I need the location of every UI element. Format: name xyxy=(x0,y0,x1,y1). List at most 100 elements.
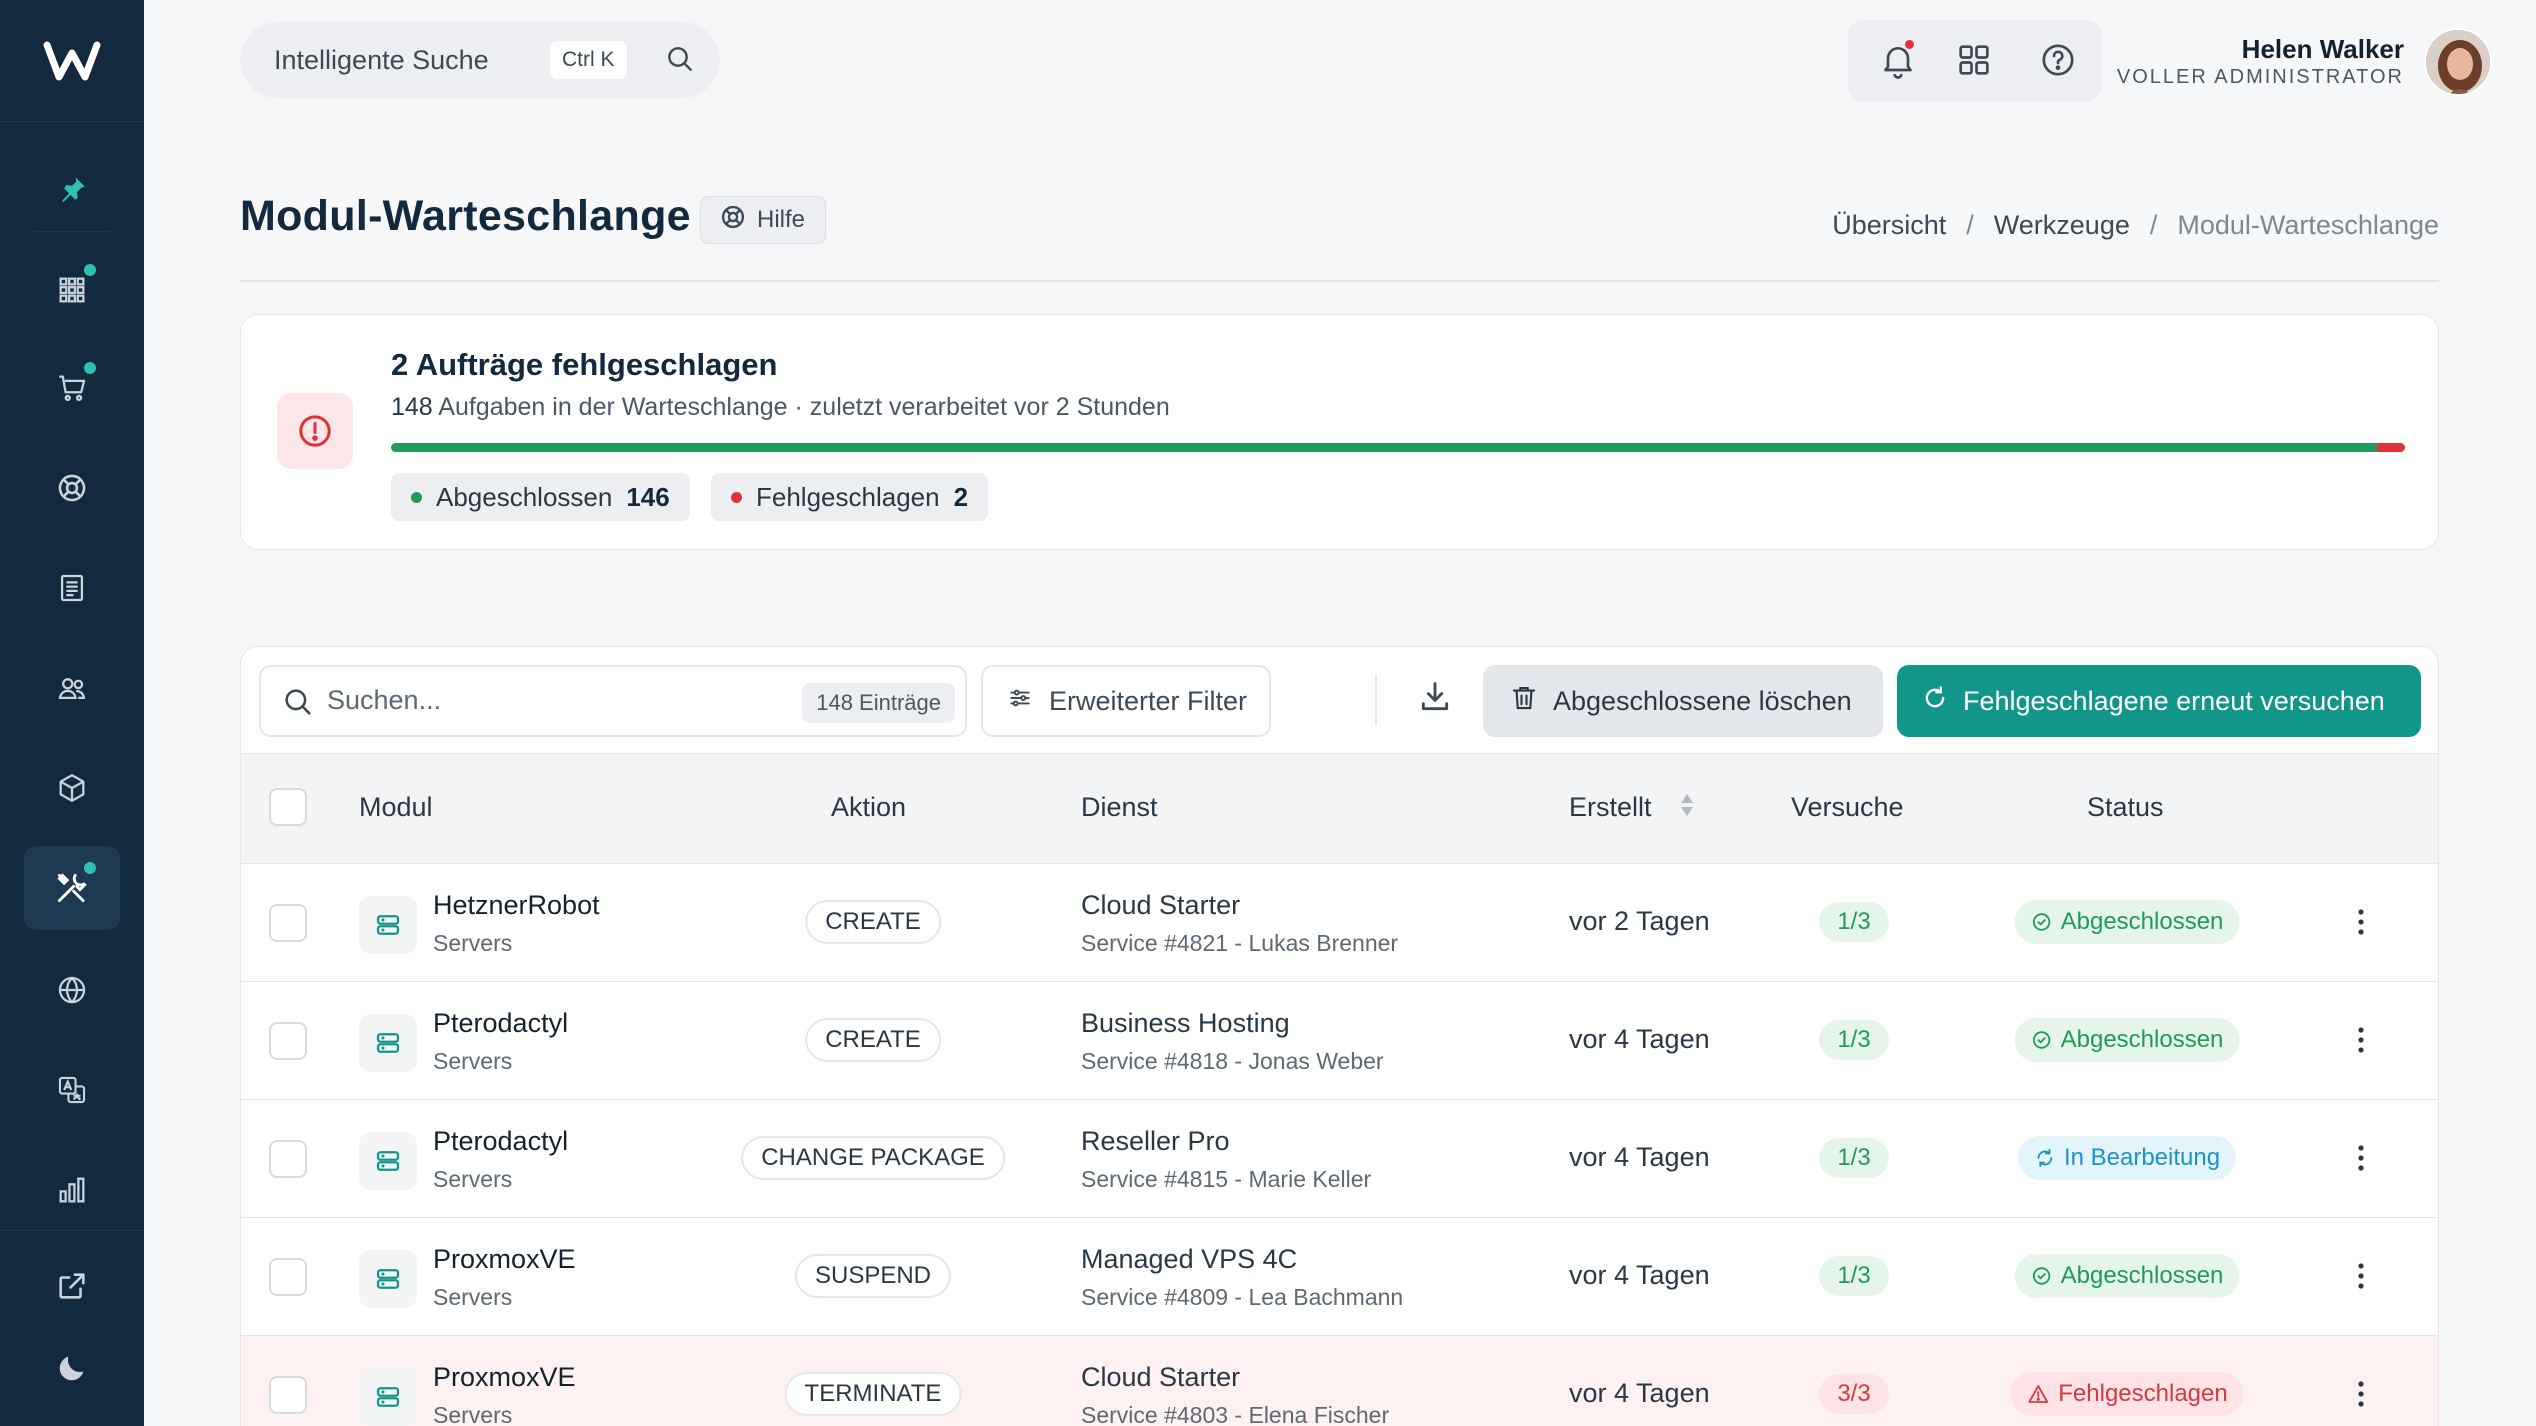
row-checkbox[interactable] xyxy=(269,1376,307,1414)
row-checkbox[interactable] xyxy=(269,1140,307,1178)
attempts-badge: 1/3 xyxy=(1819,902,1889,942)
table-row[interactable]: Pterodactyl Servers CHANGE PACKAGE Reseller… xyxy=(241,1099,2438,1217)
invoice-icon[interactable] xyxy=(24,546,120,630)
support-lifebuoy-icon[interactable] xyxy=(24,446,120,530)
module-type: Servers xyxy=(433,1402,513,1426)
advanced-filter-button[interactable]: Erweiterter Filter xyxy=(981,665,1271,737)
dark-mode-moon-icon[interactable] xyxy=(24,1326,120,1410)
user-name[interactable]: Helen Walker xyxy=(2241,34,2404,64)
avatar[interactable] xyxy=(2424,28,2492,96)
created-time: vor 4 Tagen xyxy=(1569,1378,1710,1408)
help-question-icon[interactable] xyxy=(2038,40,2078,85)
completed-chip-value: 146 xyxy=(626,481,670,512)
table-row[interactable]: HetznerRobot Servers CREATE Cloud Starter Se… xyxy=(241,863,2438,981)
row-checkbox[interactable] xyxy=(269,1022,307,1060)
sync-icon xyxy=(2034,1147,2056,1169)
delete-completed-button[interactable]: Abgeschlossene löschen xyxy=(1483,665,1883,737)
status-badge: Abgeschlossen xyxy=(2014,1018,2240,1062)
more-options-icon[interactable] xyxy=(2357,908,2365,941)
delete-completed-label: Abgeschlossene löschen xyxy=(1553,685,1852,716)
reports-chart-icon[interactable] xyxy=(24,1148,120,1232)
header-divider xyxy=(240,280,2439,282)
retry-failed-label: Fehlgeschlagene erneut versuchen xyxy=(1963,685,2385,716)
header-action[interactable]: Aktion xyxy=(831,792,907,822)
table-search-input[interactable]: Suchen... 148 Einträge xyxy=(259,665,967,737)
apps-grid-icon[interactable] xyxy=(24,248,120,332)
breadcrumb-overview[interactable]: Übersicht xyxy=(1832,210,1947,240)
failed-dot xyxy=(731,491,742,503)
header-status[interactable]: Status xyxy=(2087,792,2164,822)
search-icon xyxy=(281,685,315,724)
cart-icon[interactable] xyxy=(24,346,120,430)
more-options-icon[interactable] xyxy=(2357,1380,2365,1413)
service-name[interactable]: Business Hosting xyxy=(1081,1008,1290,1038)
download-icon[interactable] xyxy=(1415,677,1455,722)
retry-failed-button[interactable]: Fehlgeschlagene erneut versuchen xyxy=(1897,665,2421,737)
alert-subtitle: 148 Aufgaben in der Warteschlange · zule… xyxy=(391,393,1170,422)
service-name[interactable]: Cloud Starter xyxy=(1081,1362,1241,1392)
w-logo-icon[interactable] xyxy=(0,0,144,122)
more-options-icon[interactable] xyxy=(2357,1144,2365,1177)
action-badge: CREATE xyxy=(805,900,941,944)
nav-badge-dot xyxy=(84,862,96,874)
action-badge: SUSPEND xyxy=(794,1254,952,1298)
select-all-checkbox[interactable] xyxy=(269,788,307,826)
module-name[interactable]: ProxmoxVE xyxy=(433,1362,576,1392)
header-created[interactable]: Erstellt xyxy=(1569,792,1652,822)
more-options-icon[interactable] xyxy=(2357,1026,2365,1059)
server-stack-icon xyxy=(359,1132,417,1190)
check-circle-icon xyxy=(2031,911,2053,933)
table-row[interactable]: ProxmoxVE Servers TERMINATE Cloud Starter Se… xyxy=(241,1335,2438,1426)
check-circle-icon xyxy=(2031,1029,2053,1051)
queue-table-card: Suchen... 148 Einträge Erweiterter Filte… xyxy=(240,646,2439,1426)
module-name[interactable]: HetznerRobot xyxy=(433,890,600,920)
notification-bell-icon[interactable] xyxy=(1878,40,1918,85)
nav-badge-dot xyxy=(84,362,96,374)
module-name[interactable]: Pterodactyl xyxy=(433,1008,569,1038)
users-icon[interactable] xyxy=(24,646,120,730)
more-options-icon[interactable] xyxy=(2357,1262,2365,1295)
service-name[interactable]: Managed VPS 4C xyxy=(1081,1244,1298,1274)
created-time: vor 2 Tagen xyxy=(1569,906,1710,936)
help-button[interactable]: Hilfe xyxy=(700,196,827,244)
row-checkbox[interactable] xyxy=(269,1258,307,1296)
translate-icon[interactable] xyxy=(24,1048,120,1132)
table-row[interactable]: Pterodactyl Servers CREATE Business Hosting… xyxy=(241,981,2438,1099)
package-box-icon[interactable] xyxy=(24,746,120,830)
check-circle-icon xyxy=(2031,1265,2053,1287)
attempts-badge: 1/3 xyxy=(1819,1138,1889,1178)
alert-subtitle-text: Aufgaben in der Warteschlange · zuletzt … xyxy=(432,393,1170,421)
row-checkbox[interactable] xyxy=(269,904,307,942)
app-grid-icon[interactable] xyxy=(1954,40,1994,85)
breadcrumb-separator: / xyxy=(2149,210,2158,240)
toolbar-divider xyxy=(1375,675,1377,725)
failed-chip: Fehlgeschlagen 2 xyxy=(711,473,989,521)
sidebar xyxy=(0,0,144,1426)
header-service[interactable]: Dienst xyxy=(1081,792,1158,822)
retry-refresh-icon xyxy=(1921,684,1949,719)
breadcrumb-separator: / xyxy=(1966,210,1974,240)
pin-icon[interactable] xyxy=(24,148,120,232)
external-link-icon[interactable] xyxy=(24,1244,120,1328)
table-header: Modul Aktion Dienst Erstellt Versuche St… xyxy=(241,753,2438,863)
module-type: Servers xyxy=(433,1048,513,1074)
header-module[interactable]: Modul xyxy=(359,792,433,822)
module-name[interactable]: ProxmoxVE xyxy=(433,1244,576,1274)
smart-search-bar[interactable]: Intelligente Suche Ctrl K xyxy=(240,22,720,98)
sort-arrows-icon[interactable] xyxy=(1677,790,1697,825)
service-name[interactable]: Reseller Pro xyxy=(1081,1126,1230,1156)
module-name[interactable]: Pterodactyl xyxy=(433,1126,569,1156)
action-badge: CREATE xyxy=(805,1018,941,1062)
header-attempts[interactable]: Versuche xyxy=(1791,792,1904,822)
attempts-badge: 3/3 xyxy=(1819,1374,1889,1414)
service-name[interactable]: Cloud Starter xyxy=(1081,890,1241,920)
completed-chip: Abgeschlossen 146 xyxy=(391,473,690,521)
tools-icon[interactable] xyxy=(24,846,120,930)
table-row[interactable]: ProxmoxVE Servers SUSPEND Managed VPS 4C Ser… xyxy=(241,1217,2438,1335)
globe-icon[interactable] xyxy=(24,948,120,1032)
completed-chip-label: Abgeschlossen xyxy=(436,481,613,512)
breadcrumb-tools[interactable]: Werkzeuge xyxy=(1993,210,2130,240)
created-time: vor 4 Tagen xyxy=(1569,1142,1710,1172)
status-badge: In Bearbeitung xyxy=(2017,1136,2237,1180)
topbar-actions xyxy=(1848,20,2102,102)
